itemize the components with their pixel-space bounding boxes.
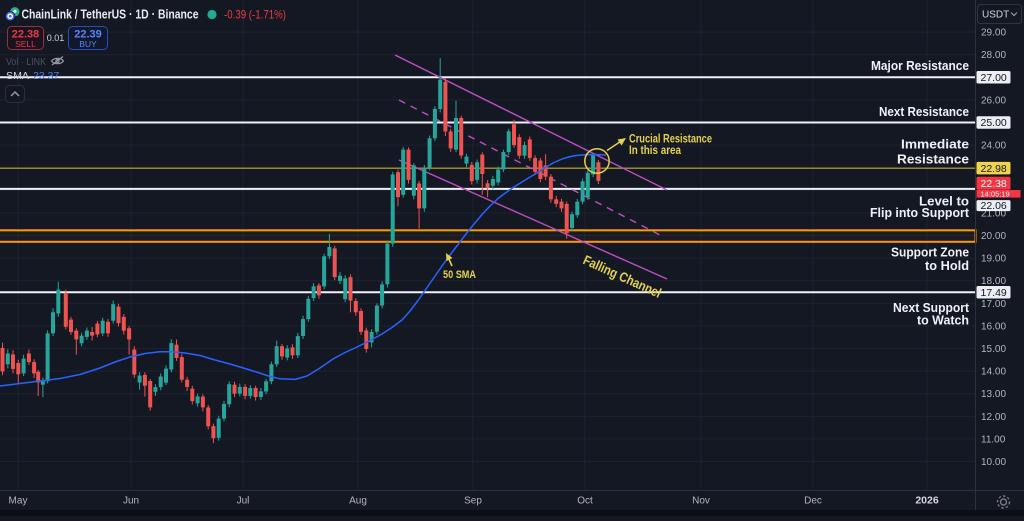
svg-text:23.37: 23.37 [33, 70, 59, 82]
svg-text:Major Resistance: Major Resistance [871, 58, 969, 73]
svg-text:14:05:19: 14:05:19 [981, 189, 1010, 198]
svg-text:12.00: 12.00 [981, 412, 1006, 423]
svg-text:22.38: 22.38 [981, 178, 1007, 190]
svg-text:Aug: Aug [349, 496, 367, 507]
svg-text:13.00: 13.00 [981, 389, 1006, 400]
svg-text:26.00: 26.00 [981, 95, 1006, 106]
svg-text:21.00: 21.00 [981, 208, 1006, 219]
svg-text:22.39: 22.39 [74, 29, 102, 41]
svg-text:14.00: 14.00 [981, 367, 1006, 378]
svg-text:22.98: 22.98 [981, 163, 1007, 175]
svg-text:17.00: 17.00 [981, 299, 1006, 310]
svg-text:Jul: Jul [237, 496, 250, 507]
svg-text:Resistance: Resistance [897, 152, 969, 167]
svg-text:19.00: 19.00 [981, 254, 1006, 265]
svg-text:BUY: BUY [79, 39, 97, 49]
svg-text:Flip into Support: Flip into Support [870, 205, 970, 220]
svg-text:29.00: 29.00 [981, 28, 1006, 39]
svg-text:Oct: Oct [577, 496, 593, 507]
svg-text:Sep: Sep [464, 496, 482, 507]
svg-text:-0.39 (-1.71%): -0.39 (-1.71%) [224, 8, 286, 22]
svg-text:16.00: 16.00 [981, 321, 1006, 332]
svg-text:10.00: 10.00 [981, 457, 1006, 468]
svg-text:28.00: 28.00 [981, 50, 1006, 61]
svg-text:ChainLink / TetherUS · 1D · Bi: ChainLink / TetherUS · 1D · Binance [22, 8, 199, 22]
svg-text:In this area: In this area [629, 143, 681, 157]
svg-text:SELL: SELL [15, 39, 36, 49]
svg-text:Immediate: Immediate [901, 137, 969, 152]
svg-text:to Hold: to Hold [925, 258, 969, 273]
svg-text:Next Resistance: Next Resistance [879, 104, 969, 119]
svg-text:May: May [9, 496, 28, 507]
svg-text:0.01: 0.01 [47, 33, 65, 43]
svg-text:22.06: 22.06 [981, 200, 1007, 212]
svg-text:22.38: 22.38 [12, 29, 40, 41]
svg-text:Nov: Nov [692, 496, 710, 507]
svg-text:Dec: Dec [804, 496, 822, 507]
svg-text:USDT: USDT [982, 10, 1009, 21]
svg-text:Next Support: Next Support [893, 300, 970, 315]
svg-text:15.00: 15.00 [981, 344, 1006, 355]
svg-text:50 SMA: 50 SMA [443, 269, 476, 281]
svg-text:Vol · LINK: Vol · LINK [6, 56, 46, 68]
svg-text:24.00: 24.00 [981, 141, 1006, 152]
svg-text:20.00: 20.00 [981, 231, 1006, 242]
svg-text:to Watch: to Watch [917, 313, 969, 328]
svg-text:27.00: 27.00 [981, 72, 1007, 84]
svg-text:SMA: SMA [6, 70, 29, 82]
svg-text:11.00: 11.00 [981, 434, 1006, 445]
svg-text:25.00: 25.00 [981, 117, 1007, 129]
svg-text:2026: 2026 [915, 495, 939, 507]
svg-text:Support Zone: Support Zone [891, 245, 969, 260]
svg-text:17.49: 17.49 [981, 287, 1007, 299]
svg-text:Crucial Resistance: Crucial Resistance [629, 132, 712, 146]
svg-text:18.00: 18.00 [981, 276, 1006, 287]
svg-text:Level to: Level to [919, 194, 969, 209]
svg-text:Jun: Jun [123, 496, 139, 507]
